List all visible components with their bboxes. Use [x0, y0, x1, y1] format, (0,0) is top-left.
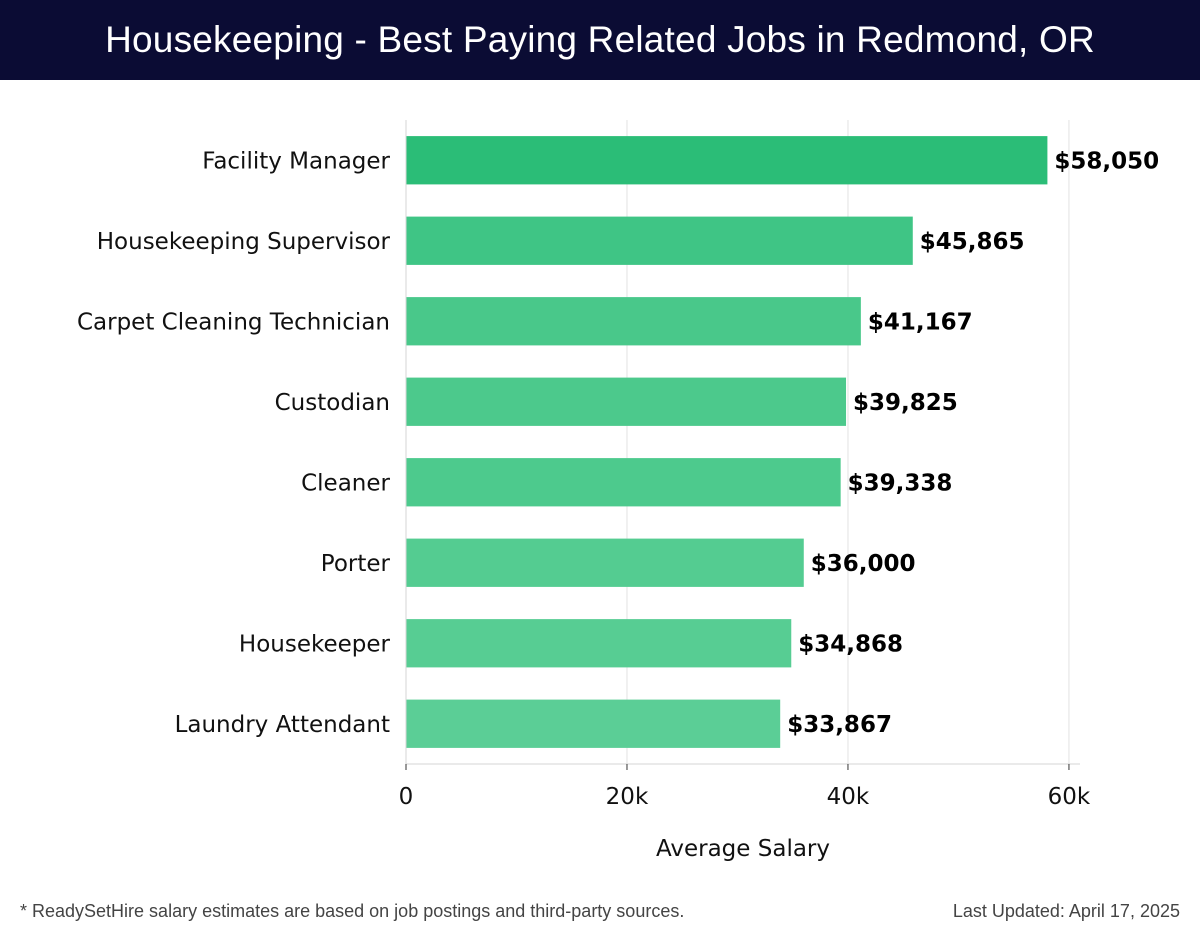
- x-tick-label: 40k: [827, 784, 870, 810]
- value-label: $39,338: [848, 470, 953, 496]
- bars: [406, 136, 1048, 748]
- x-axis-title: Average Salary: [656, 836, 830, 862]
- category-label: Cleaner: [301, 470, 390, 496]
- value-label: $41,167: [868, 309, 973, 335]
- value-label: $39,825: [853, 390, 958, 416]
- category-label: Housekeeper: [239, 631, 391, 657]
- bar-housekeeper: [406, 619, 792, 668]
- value-label: $33,867: [787, 712, 892, 738]
- bar-cleaner: [406, 458, 841, 507]
- x-tick-label: 20k: [606, 784, 649, 810]
- chart-header: Housekeeping - Best Paying Related Jobs …: [0, 0, 1200, 80]
- value-label: $45,865: [920, 229, 1025, 255]
- labels: Facility Manager $58,050 Housekeeping Supe…: [77, 148, 1159, 738]
- bar-housekeeping-supervisor: [406, 216, 913, 265]
- chart-title: Housekeeping - Best Paying Related Jobs …: [105, 19, 1095, 60]
- value-label: $36,000: [811, 551, 916, 577]
- category-label: Custodian: [275, 390, 390, 416]
- x-axis: 0 20k 40k 60k Average Salary: [399, 120, 1091, 862]
- x-tick-label: 60k: [1048, 784, 1091, 810]
- category-label: Facility Manager: [202, 148, 390, 174]
- x-tick-label: 0: [399, 784, 414, 810]
- footer-note: * ReadySetHire salary estimates are base…: [20, 901, 685, 921]
- last-updated: Last Updated: April 17, 2025: [952, 901, 1180, 921]
- bar-laundry-attendant: [406, 699, 781, 748]
- bar-carpet-cleaning-technician: [406, 297, 861, 346]
- bar-custodian: [406, 377, 847, 426]
- category-label: Laundry Attendant: [175, 712, 390, 738]
- bar-facility-manager: [406, 136, 1048, 185]
- value-label: $34,868: [798, 631, 903, 657]
- bar-chart: 0 20k 40k 60k Average Salary Facility Manage…: [77, 120, 1159, 862]
- bar-porter: [406, 538, 804, 587]
- category-label: Carpet Cleaning Technician: [77, 309, 390, 335]
- category-label: Housekeeping Supervisor: [97, 229, 391, 255]
- category-label: Porter: [321, 551, 391, 577]
- value-label: $58,050: [1054, 148, 1159, 174]
